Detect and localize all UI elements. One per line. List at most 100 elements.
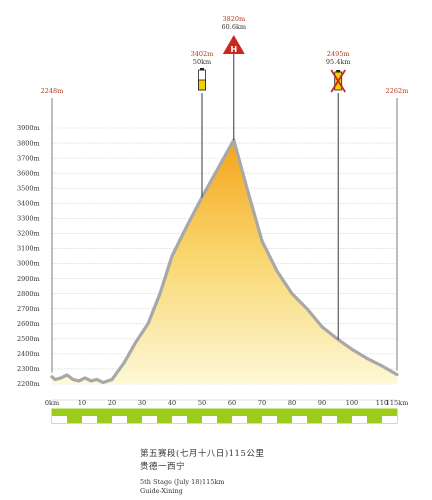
strip-segment <box>322 416 337 423</box>
strip-segment <box>52 416 67 423</box>
y-tick-label: 3900m <box>17 124 40 132</box>
strip-segment <box>202 416 217 423</box>
x-tick-label: 20 <box>108 399 116 407</box>
y-tick-label: 2500m <box>17 335 40 343</box>
strip-segment <box>367 416 382 423</box>
strip-segment <box>112 409 127 416</box>
stage-title-chinese: 第五赛段(七月十八日)115公里 <box>140 449 265 459</box>
strip-segment <box>352 409 367 416</box>
feed-zone-bottle-icon <box>198 68 206 91</box>
y-tick-label: 3600m <box>17 169 40 177</box>
strip-segment <box>277 409 292 416</box>
distance-strip <box>51 408 398 424</box>
marker-distance-label: 50km <box>193 58 211 66</box>
strip-segment <box>217 409 232 416</box>
x-tick-label: 115km <box>386 399 409 407</box>
start-finish-labels: 2248m 2262m <box>41 87 409 373</box>
x-tick-label: 80 <box>288 399 296 407</box>
strip-segment <box>337 409 352 416</box>
marker-distance-label: 60.6km <box>222 23 247 31</box>
strip-segment <box>277 416 292 423</box>
strip-segment <box>187 409 202 416</box>
y-tick-label: 3100m <box>17 245 40 253</box>
x-tick-label: 70 <box>258 399 266 407</box>
marker-elevation-label: 3402m <box>191 50 214 58</box>
strip-segment <box>292 416 307 423</box>
y-tick-label: 3700m <box>17 154 40 162</box>
elevation-line <box>50 138 399 385</box>
y-tick-label: 3200m <box>17 230 40 238</box>
x-tick-label: 50 <box>198 399 206 407</box>
strip-segment <box>157 416 172 423</box>
strip-segment <box>172 416 187 423</box>
x-tick-label: 90 <box>318 399 326 407</box>
y-tick-label: 2400m <box>17 350 40 358</box>
x-tick-label: 110 <box>376 399 388 407</box>
strip-segment <box>127 416 142 423</box>
y-tick-label: 3500m <box>17 184 40 192</box>
strip-segment <box>382 416 397 423</box>
strip-segment <box>202 409 217 416</box>
strip-segment <box>367 409 382 416</box>
x-tick-label: 0km <box>45 399 59 407</box>
strip-segment <box>307 416 322 423</box>
strip-segment <box>82 409 97 416</box>
strip-segment <box>352 416 367 423</box>
strip-segment <box>232 409 247 416</box>
strip-segment <box>262 409 277 416</box>
marker-elevation-label: 3820m <box>222 15 245 23</box>
strip-segment <box>112 416 127 423</box>
x-tick-label: 10 <box>78 399 86 407</box>
x-tick-label: 100 <box>346 399 358 407</box>
strip-segment <box>142 409 157 416</box>
strip-segment <box>67 416 82 423</box>
marker-distance-label: 95.4km <box>326 58 351 66</box>
strip-segment <box>382 409 397 416</box>
strip-segment <box>262 416 277 423</box>
y-tick-label: 2800m <box>17 290 40 298</box>
no-feed-zone-icon <box>330 69 346 93</box>
stage-route-chinese: 贵德一西宁 <box>140 462 186 472</box>
x-tick-label: 30 <box>138 399 146 407</box>
strip-segment <box>157 409 172 416</box>
stage-title-english: 5th Stage (July 18)115km <box>140 478 225 486</box>
y-axis-tick-labels: 2200m 2300m 2400m 2500m 2600m 2700m 2800m 2900m… <box>17 124 40 388</box>
strip-segment <box>217 416 232 423</box>
strip-segment <box>307 409 322 416</box>
y-tick-label: 3800m <box>17 139 40 147</box>
y-tick-label: 3400m <box>17 199 40 207</box>
x-tick-label: 60 <box>228 399 236 407</box>
strip-segment <box>67 409 82 416</box>
y-tick-label: 2700m <box>17 305 40 313</box>
y-tick-label: 2200m <box>17 380 40 388</box>
strip-segment <box>97 416 112 423</box>
y-tick-label: 2900m <box>17 275 40 283</box>
strip-segment <box>247 409 262 416</box>
strip-segment <box>52 409 67 416</box>
strip-segment <box>172 409 187 416</box>
endpoint-elevation-label: 2262m <box>386 87 409 95</box>
svg-text:H: H <box>230 45 237 54</box>
mountain-climb-h-icon: H <box>222 35 245 54</box>
strip-segment <box>127 409 142 416</box>
strip-segment <box>232 416 247 423</box>
elevation-area <box>50 138 399 385</box>
strip-segment <box>247 416 262 423</box>
y-tick-label: 2300m <box>17 365 40 373</box>
y-tick-label: 2600m <box>17 320 40 328</box>
strip-segment <box>322 409 337 416</box>
endpoint-elevation-label: 2248m <box>41 87 64 95</box>
y-tick-label: 3300m <box>17 215 40 223</box>
strip-segment <box>82 416 97 423</box>
strip-segment <box>97 409 112 416</box>
strip-segment <box>142 416 157 423</box>
y-tick-label: 3000m <box>17 260 40 268</box>
strip-segment <box>337 416 352 423</box>
strip-segment <box>292 409 307 416</box>
